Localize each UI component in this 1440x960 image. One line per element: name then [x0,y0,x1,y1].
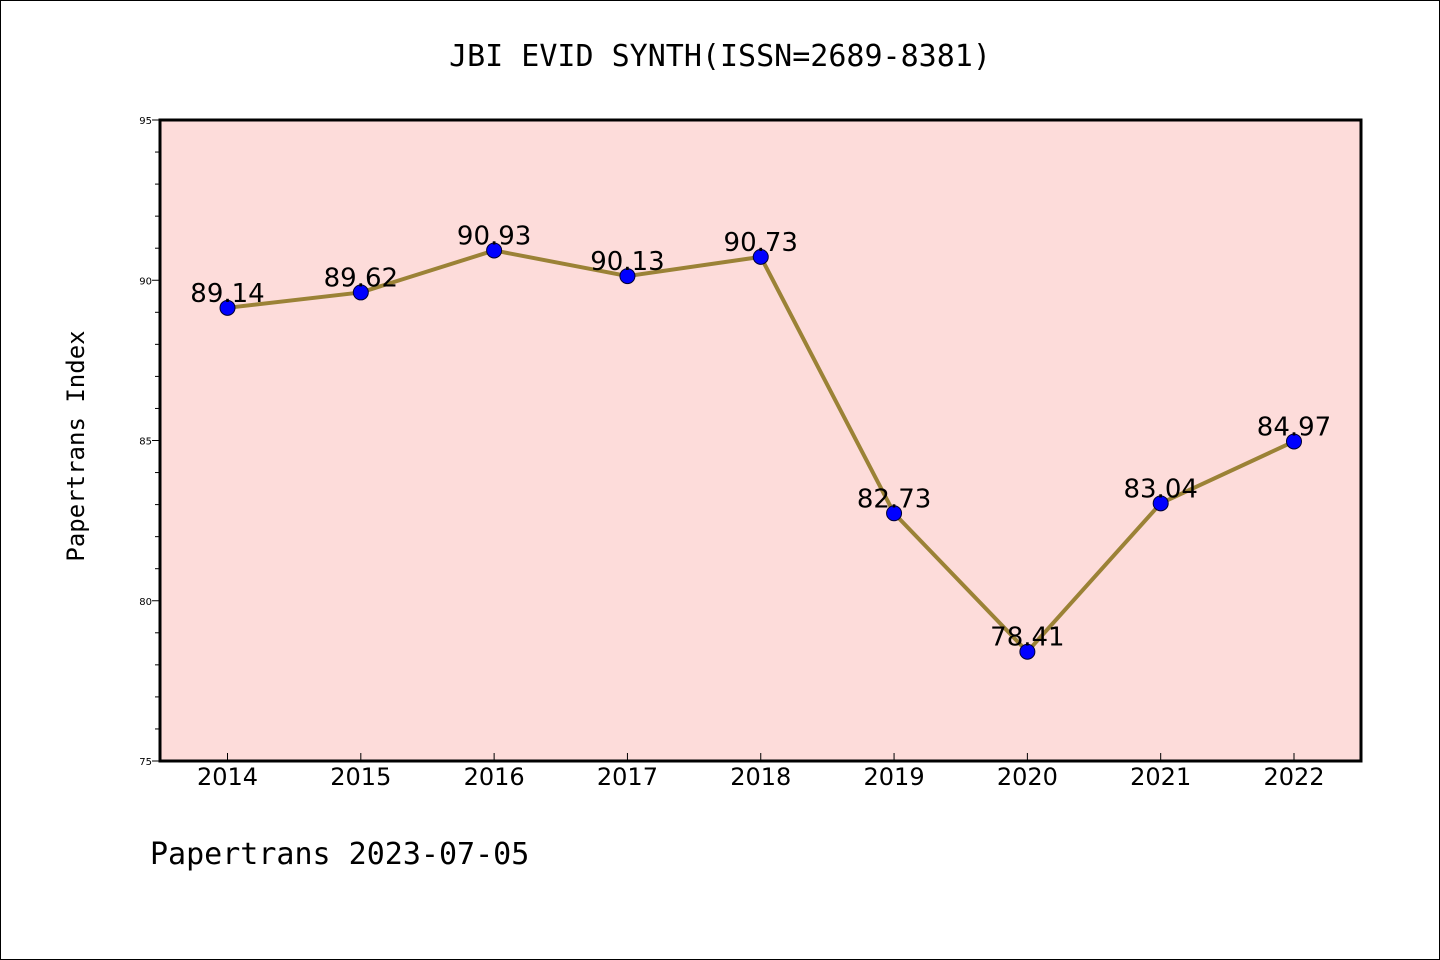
data-label: 89.62 [324,263,398,293]
data-label: 90.73 [724,228,798,258]
x-tick-label: 2020 [997,763,1058,791]
data-point-marker [1152,495,1169,512]
y-tick-label: 75 [139,757,152,768]
data-point-marker [219,299,236,316]
plot-border [158,118,1363,763]
data-labels: 89.14 89.62 90.93 90.13 90.73 82.73 78.41 83.04… [190,221,1331,652]
data-label: 83.04 [1123,474,1197,504]
data-point-marker [619,268,636,285]
x-tick-label: 2015 [330,763,391,791]
x-tick-label: 2016 [464,763,525,791]
plot-area [160,120,1361,761]
y-tick-label: 80 [139,597,152,608]
x-tick-label: 2014 [197,763,258,791]
x-tick-label: 2018 [730,763,791,791]
data-label: 89.14 [190,279,264,309]
x-tick-label: 2017 [597,763,658,791]
data-label: 82.73 [857,484,931,514]
y-axis-label: Papertrans Index [62,330,90,561]
data-markers [219,242,1302,660]
data-label: 78.41 [990,623,1064,653]
data-point-marker [352,284,369,301]
data-point-marker [1019,643,1036,660]
data-point-marker [752,248,769,265]
x-tick-label: 2021 [1130,763,1191,791]
data-point-marker [1286,433,1302,450]
x-tick-label: 2022 [1263,763,1324,791]
x-axis: 2014 2015 2016 2017 2018 2019 2020 2021 2022 [197,753,1325,791]
y-tick-label: 90 [139,276,152,287]
chart-title: JBI EVID SYNTH(ISSN=2689-8381) [449,39,991,74]
data-point-marker [886,505,903,522]
data-point-marker [486,242,503,259]
data-label: 90.13 [590,247,664,277]
data-label: 90.93 [457,221,531,251]
x-tick-label: 2019 [864,763,925,791]
footer-date: Papertrans 2023-07-05 [150,837,529,872]
y-tick-label: 85 [139,437,152,448]
data-label: 84.97 [1257,412,1331,442]
y-tick-label: 95 [139,116,152,127]
y-axis: 75 80 85 90 95 [139,116,160,768]
